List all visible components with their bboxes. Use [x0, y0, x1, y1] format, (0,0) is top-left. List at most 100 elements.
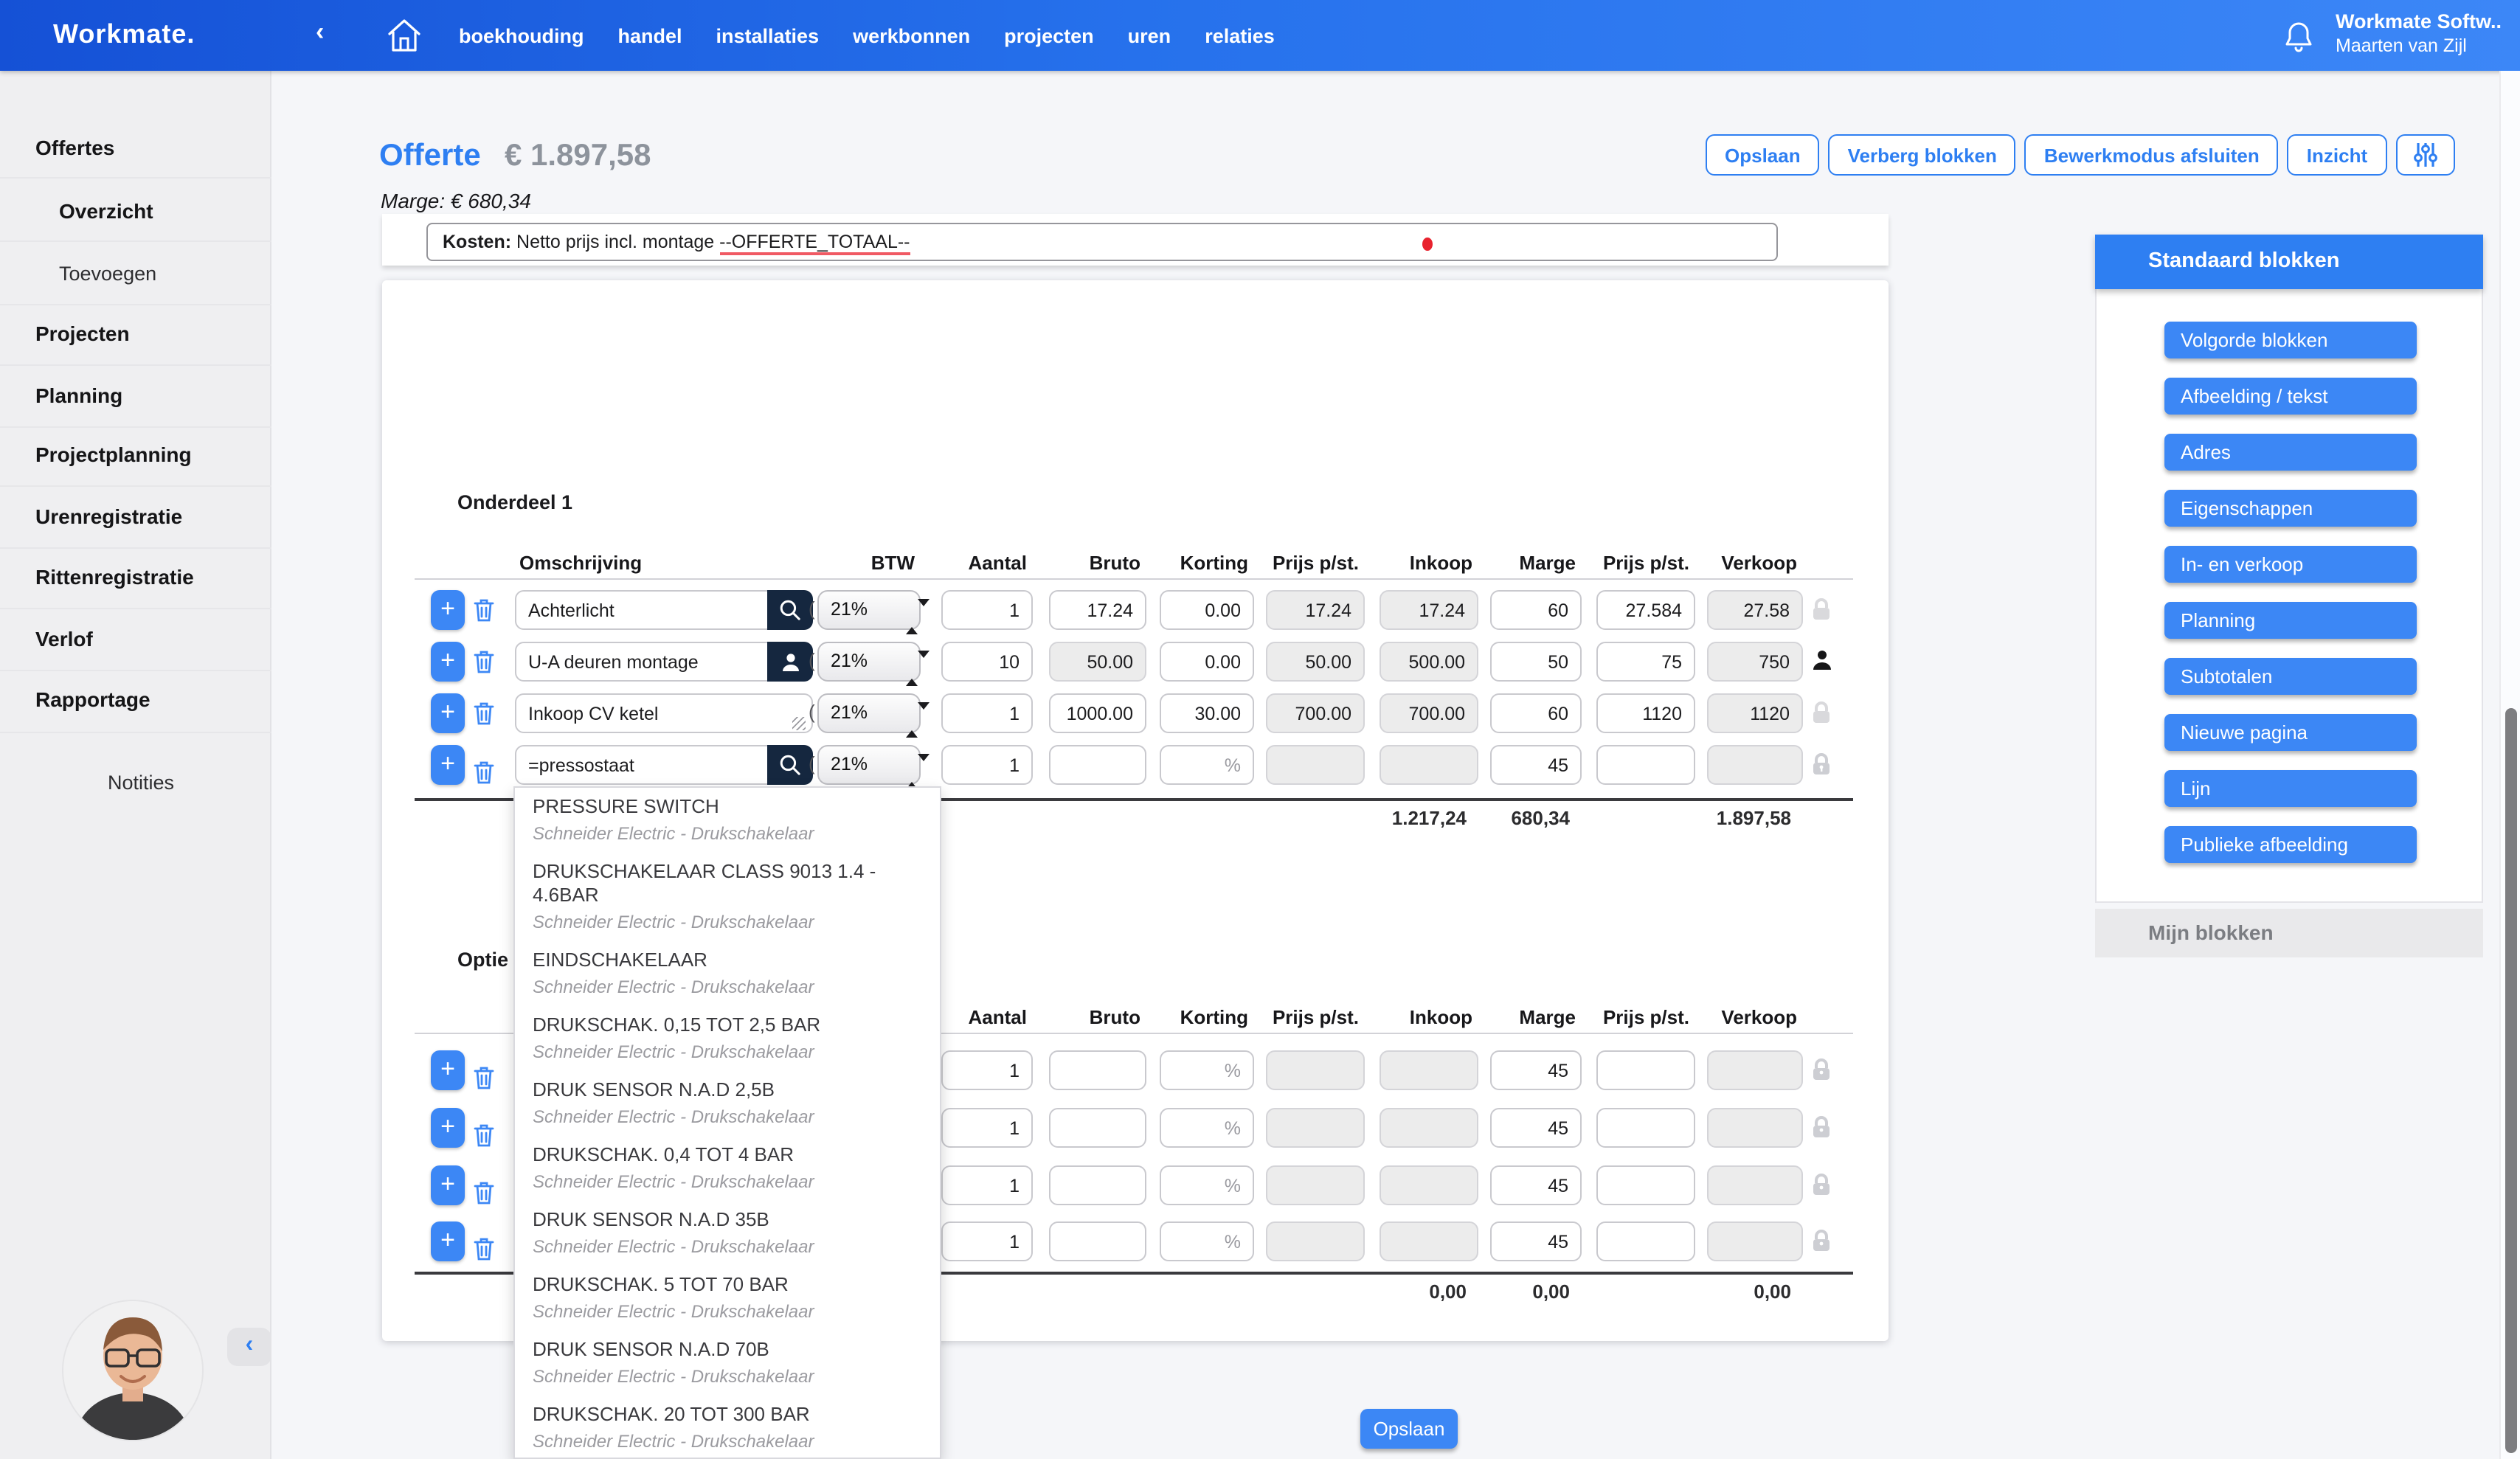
description-input[interactable]: [515, 590, 769, 630]
marge-input[interactable]: [1490, 745, 1582, 785]
prijs-pst-input[interactable]: [1596, 1108, 1695, 1148]
block-button-nieuwe-pagina[interactable]: Nieuwe pagina: [2164, 714, 2417, 751]
aantal-input[interactable]: [941, 693, 1033, 733]
description-textarea[interactable]: [515, 693, 813, 733]
bruto-input[interactable]: [1049, 1221, 1146, 1261]
bruto-input[interactable]: [1049, 1050, 1146, 1090]
dropdown-item[interactable]: DRUKSCHAK. 0,15 TOT 2,5 BAR Schneider El…: [515, 1006, 940, 1071]
prijs-pst-input[interactable]: [1596, 693, 1695, 733]
aantal-input[interactable]: [941, 642, 1033, 682]
sidebar-item-rapportage[interactable]: Rapportage: [35, 687, 150, 711]
scrollbar-thumb[interactable]: [2505, 708, 2517, 1453]
description-input[interactable]: [515, 642, 769, 682]
korting-input[interactable]: [1160, 693, 1254, 733]
kosten-input[interactable]: Kosten: Netto prijs incl. montage --OFFE…: [426, 223, 1778, 261]
dropdown-item[interactable]: DRUKSCHAK. 5 TOT 70 BAR Schneider Electr…: [515, 1266, 940, 1331]
add-row-button[interactable]: +: [431, 693, 465, 733]
prijs-pst-input[interactable]: [1596, 745, 1695, 785]
add-row-button[interactable]: +: [431, 1221, 465, 1261]
mijn-blokken-header[interactable]: Mijn blokken: [2095, 909, 2483, 957]
block-button-afbeelding-tekst[interactable]: Afbeelding / tekst: [2164, 378, 2417, 415]
exit-editmode-button[interactable]: Bewerkmodus afsluiten: [2025, 134, 2279, 176]
save-button[interactable]: Opslaan: [1706, 134, 1820, 176]
settings-sliders-button[interactable]: [2395, 134, 2454, 176]
block-button-lijn[interactable]: Lijn: [2164, 770, 2417, 807]
korting-input[interactable]: [1160, 745, 1254, 785]
btw-select[interactable]: 21%: [817, 590, 921, 630]
prijs-pst-input[interactable]: [1596, 642, 1695, 682]
save-bottom-button[interactable]: Opslaan: [1360, 1409, 1458, 1449]
add-row-button[interactable]: +: [431, 1108, 465, 1148]
block-button-in-en-verkoop[interactable]: In- en verkoop: [2164, 546, 2417, 583]
bruto-input[interactable]: [1049, 745, 1146, 785]
workmate-logo[interactable]: Workmate.: [53, 19, 195, 50]
nav-item-uren[interactable]: uren: [1128, 24, 1171, 46]
sidebar-item-urenregistratie[interactable]: Urenregistratie: [35, 505, 182, 528]
marge-input[interactable]: [1490, 642, 1582, 682]
prijs-pst-input[interactable]: [1596, 590, 1695, 630]
dropdown-item[interactable]: DRUK SENSOR N.A.D 35B Schneider Electric…: [515, 1201, 940, 1266]
insight-button[interactable]: Inzicht: [2288, 134, 2386, 176]
add-row-button[interactable]: +: [431, 745, 465, 785]
nav-back-chevron-icon[interactable]: ‹: [316, 18, 324, 47]
add-row-button[interactable]: +: [431, 1050, 465, 1090]
trash-icon[interactable]: [474, 1123, 494, 1148]
block-button-planning[interactable]: Planning: [2164, 602, 2417, 639]
sidebar-item-offertes[interactable]: Offertes: [35, 136, 114, 159]
korting-input[interactable]: [1160, 1221, 1254, 1261]
dropdown-item[interactable]: EINDSCHAKELAAR Schneider Electric - Druk…: [515, 941, 940, 1006]
nav-item-boekhouding[interactable]: boekhouding: [459, 24, 584, 46]
prijs-pst-input[interactable]: [1596, 1165, 1695, 1205]
aantal-input[interactable]: [941, 1050, 1033, 1090]
sidebar-item-overzicht[interactable]: Overzicht: [59, 199, 153, 223]
bruto-input[interactable]: [1049, 590, 1146, 630]
block-button-eigenschappen[interactable]: Eigenschappen: [2164, 490, 2417, 527]
korting-input[interactable]: [1160, 1165, 1254, 1205]
nav-item-projecten[interactable]: projecten: [1004, 24, 1094, 46]
sidebar-item-projecten[interactable]: Projecten: [35, 322, 130, 345]
hide-blocks-button[interactable]: Verberg blokken: [1829, 134, 2016, 176]
description-search-input[interactable]: [515, 745, 769, 785]
marge-input[interactable]: [1490, 1221, 1582, 1261]
trash-icon[interactable]: [474, 701, 494, 726]
user-avatar[interactable]: [63, 1301, 202, 1440]
trash-icon[interactable]: [474, 760, 494, 785]
trash-icon[interactable]: [474, 597, 494, 623]
nav-item-werkbonnen[interactable]: werkbonnen: [853, 24, 970, 46]
add-row-button[interactable]: +: [431, 590, 465, 630]
trash-icon[interactable]: [474, 1065, 494, 1090]
marge-input[interactable]: [1490, 1165, 1582, 1205]
add-row-button[interactable]: +: [431, 1165, 465, 1205]
trash-icon[interactable]: [474, 649, 494, 674]
marge-input[interactable]: [1490, 1108, 1582, 1148]
btw-select[interactable]: 21%: [817, 642, 921, 682]
product-search-button[interactable]: [767, 745, 813, 785]
dropdown-item[interactable]: DRUKSCHAKELAAR CLASS 9013 1.4 - 4.6BAR S…: [515, 853, 940, 941]
dropdown-item[interactable]: PRESSURE SWITCH Schneider Electric - Dru…: [515, 788, 940, 853]
sidebar-item-planning[interactable]: Planning: [35, 384, 122, 407]
marge-input[interactable]: [1490, 693, 1582, 733]
nav-item-relaties[interactable]: relaties: [1205, 24, 1275, 46]
sidebar-item-projectplanning[interactable]: Projectplanning: [35, 443, 192, 466]
home-icon[interactable]: [387, 16, 422, 55]
sidebar-collapse-button[interactable]: ‹: [227, 1328, 271, 1366]
marge-input[interactable]: [1490, 590, 1582, 630]
prijs-pst-input[interactable]: [1596, 1050, 1695, 1090]
dropdown-item[interactable]: DRUKSCHAK. 20 TOT 300 BAR Schneider Elec…: [515, 1396, 940, 1459]
bruto-input[interactable]: [1049, 1108, 1146, 1148]
aantal-input[interactable]: [941, 1108, 1033, 1148]
block-button-volgorde[interactable]: Volgorde blokken: [2164, 322, 2417, 358]
account-menu[interactable]: Workmate Softw.. Maarten van Zijl: [2336, 10, 2513, 56]
korting-input[interactable]: [1160, 590, 1254, 630]
sidebar-item-notities[interactable]: Notities: [108, 772, 174, 794]
dropdown-item[interactable]: DRUK SENSOR N.A.D 2,5B Schneider Electri…: [515, 1071, 940, 1136]
notifications-bell-icon[interactable]: [2284, 21, 2313, 53]
aantal-input[interactable]: [941, 1221, 1033, 1261]
sidebar-item-verlof[interactable]: Verlof: [35, 627, 93, 651]
marge-input[interactable]: [1490, 1050, 1582, 1090]
aantal-input[interactable]: [941, 1165, 1033, 1205]
aantal-input[interactable]: [941, 590, 1033, 630]
prijs-pst-input[interactable]: [1596, 1221, 1695, 1261]
trash-icon[interactable]: [474, 1180, 494, 1205]
btw-select[interactable]: 21%: [817, 693, 921, 733]
